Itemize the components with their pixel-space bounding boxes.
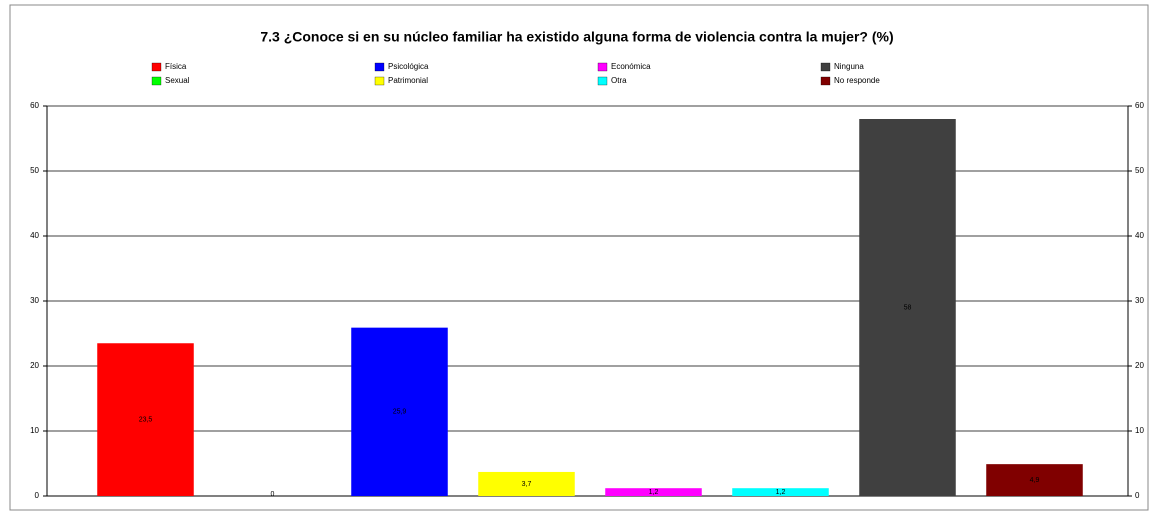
y2-tick-label: 50 xyxy=(1135,166,1144,175)
y2-tick-label: 10 xyxy=(1135,426,1144,435)
legend-label: No responde xyxy=(834,76,880,85)
value-label: 1,2 xyxy=(776,489,786,496)
bar xyxy=(732,488,829,496)
y-tick-label: 40 xyxy=(30,231,39,240)
legend-label: Económica xyxy=(611,62,651,71)
y2-tick-label: 40 xyxy=(1135,231,1144,240)
value-label: 1,2 xyxy=(649,489,659,496)
value-label: 4,9 xyxy=(1030,477,1040,484)
value-label: 0 xyxy=(271,491,275,498)
legend-label: Patrimonial xyxy=(388,76,428,85)
legend-label: Otra xyxy=(611,76,627,85)
legend-label: Ninguna xyxy=(834,62,864,71)
value-label: 25,9 xyxy=(393,409,407,416)
legend-swatch xyxy=(820,76,831,86)
legend-label: Física xyxy=(165,62,187,71)
legend-swatch xyxy=(597,76,608,86)
chart-title: 7.3 ¿Conoce si en su núcleo familiar ha … xyxy=(260,29,893,45)
y-tick-label: 20 xyxy=(30,361,39,370)
bar xyxy=(478,471,575,496)
y-tick-label: 50 xyxy=(30,166,39,175)
legend-swatch xyxy=(151,62,162,72)
bar xyxy=(351,327,448,496)
legend-swatch xyxy=(374,76,385,86)
legend-swatch xyxy=(151,76,162,86)
y-tick-label: 0 xyxy=(35,491,40,500)
value-label: 23,5 xyxy=(139,416,153,423)
chart-frame xyxy=(9,4,1149,511)
y-tick-label: 30 xyxy=(30,296,39,305)
bar xyxy=(859,119,956,496)
bar xyxy=(986,464,1083,496)
y-tick-label: 10 xyxy=(30,426,39,435)
y2-tick-label: 60 xyxy=(1135,101,1144,110)
y-tick-label: 60 xyxy=(30,101,39,110)
legend-swatch xyxy=(374,62,385,72)
legend-swatch xyxy=(820,62,831,72)
value-label: 3,7 xyxy=(522,481,532,488)
y2-tick-label: 20 xyxy=(1135,361,1144,370)
legend-label: Sexual xyxy=(165,76,190,85)
legend-label: Psicológica xyxy=(388,62,429,71)
bar xyxy=(605,488,702,496)
bar xyxy=(97,343,194,496)
legend-swatch xyxy=(597,62,608,72)
y2-tick-label: 0 xyxy=(1135,491,1140,500)
value-label: 58 xyxy=(904,304,912,311)
y2-tick-label: 30 xyxy=(1135,296,1144,305)
